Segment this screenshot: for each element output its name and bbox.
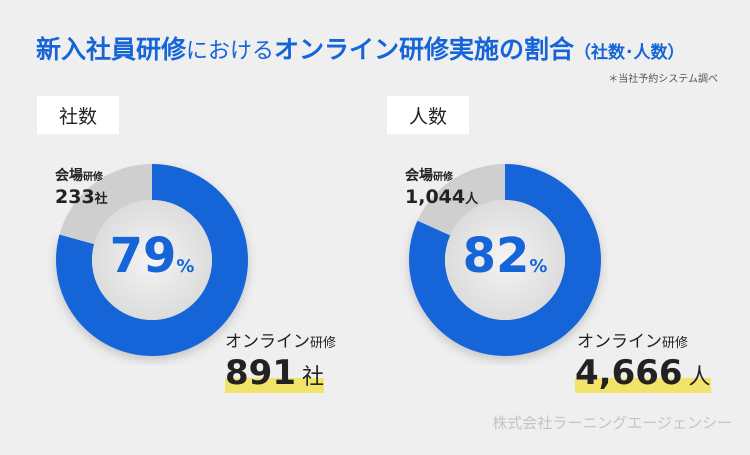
company-credit: 株式会社ラーニングエージェンシー: [492, 414, 732, 432]
percent-unit: %: [176, 256, 195, 277]
label-sub: 研修: [83, 172, 103, 183]
percent-unit: %: [529, 256, 548, 277]
slice-venue: [417, 164, 505, 236]
title-part: オンライン研修実施の割合: [274, 35, 575, 64]
center-percent: 82%: [445, 228, 565, 284]
page-title: 新入社員研修におけるオンライン研修実施の割合（社数･人数）: [36, 30, 685, 66]
source-note: ＊当社予約システム調べ: [608, 74, 718, 85]
unit: 人: [465, 192, 479, 207]
label-sub: 研修: [662, 336, 689, 351]
venue-value: 233社: [55, 186, 108, 208]
value: 233: [55, 186, 95, 208]
venue-label: 会場研修: [405, 165, 453, 185]
center-percent: 79%: [92, 228, 212, 284]
online-value: 891 社: [225, 353, 324, 393]
venue-label: 会場研修: [55, 165, 103, 185]
label-main: オンライン: [225, 332, 310, 352]
slice-venue: [59, 164, 152, 245]
slice-online: [55, 164, 249, 356]
chart-title-people: 人数: [387, 96, 469, 134]
percent-value: 82: [462, 228, 530, 284]
online-label: オンライン研修: [225, 327, 336, 352]
value: 4,666: [575, 353, 683, 393]
unit: 人: [688, 365, 711, 390]
venue-value: 1,044人: [405, 186, 478, 208]
title-part: （社数･人数）: [574, 43, 685, 63]
chart-title-companies: 社数: [37, 96, 119, 134]
donut-hole: [445, 200, 565, 320]
percent-value: 79: [109, 228, 177, 284]
unit: 社: [94, 192, 108, 207]
unit: 社: [301, 365, 324, 390]
title-part: における: [186, 39, 275, 64]
label-sub: 研修: [310, 336, 337, 351]
value: 891: [225, 353, 296, 393]
label-main: 会場: [55, 168, 83, 184]
online-value: 4,666 人: [575, 353, 711, 393]
label-main: オンライン: [577, 332, 662, 352]
online-label: オンライン研修: [577, 327, 688, 352]
label-sub: 研修: [433, 172, 453, 183]
title-part: 新入社員研修: [36, 35, 187, 64]
donut-companies: [55, 164, 249, 356]
label-main: 会場: [405, 168, 433, 184]
donut-hole: [92, 200, 212, 320]
donut-people: [409, 164, 601, 356]
value: 1,044: [405, 186, 466, 208]
slice-online: [409, 164, 601, 356]
